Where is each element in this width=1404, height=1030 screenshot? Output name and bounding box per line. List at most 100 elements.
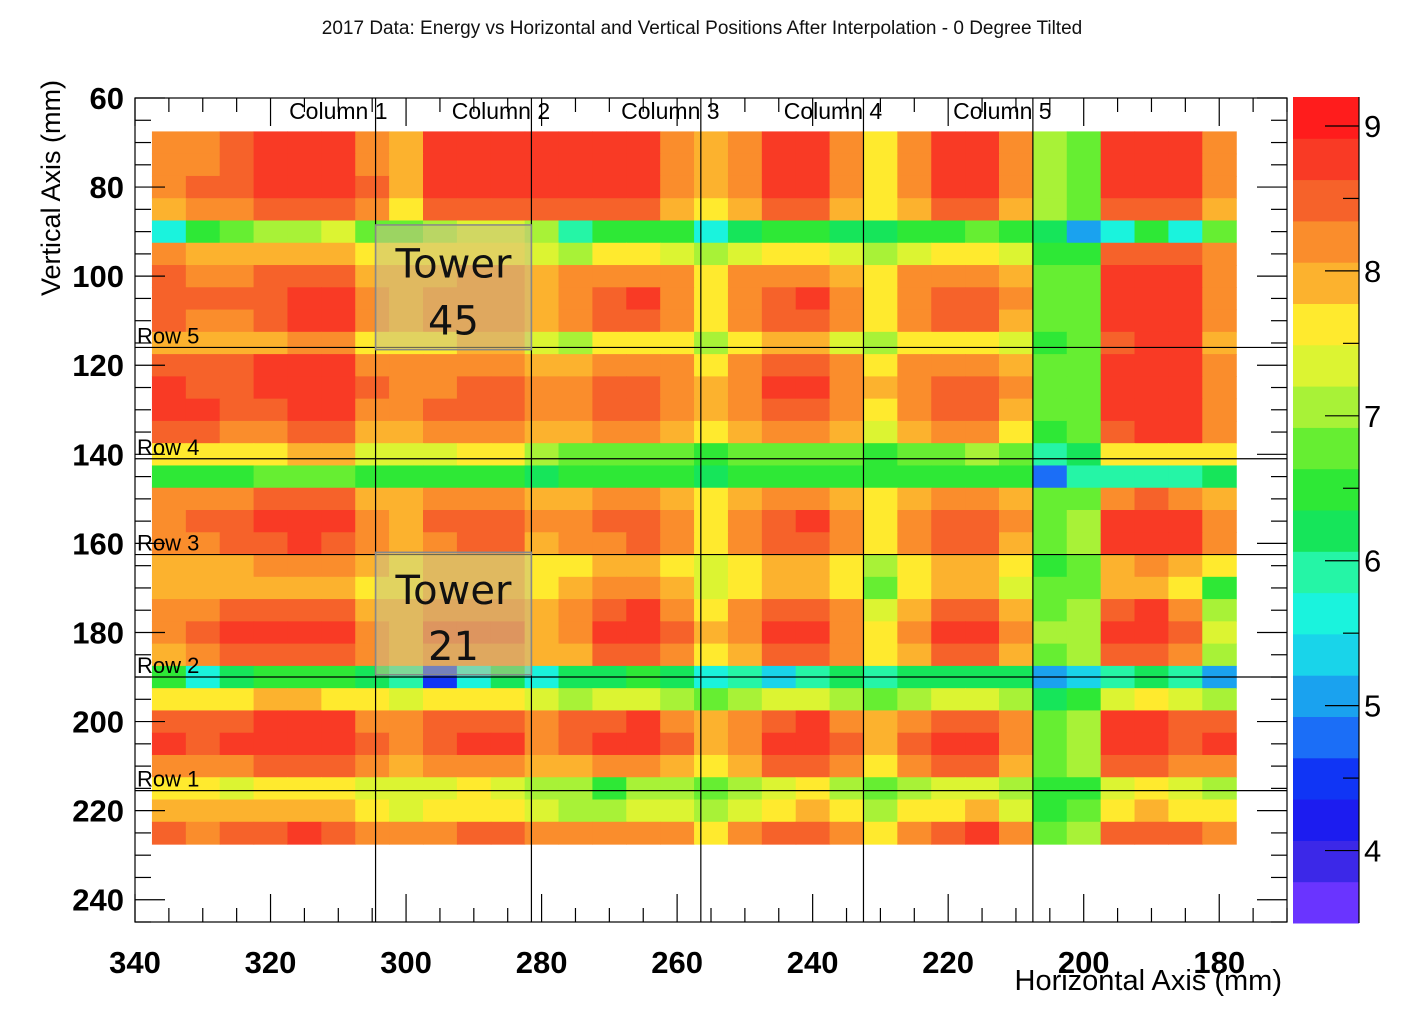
heatmap-cell [660, 465, 695, 489]
heatmap-cell [1134, 599, 1170, 622]
heatmap-cell [829, 732, 865, 756]
x-tick-label: 200 [1058, 945, 1110, 980]
heatmap-cell [1168, 688, 1203, 712]
heatmap-cell [219, 732, 255, 756]
heatmap-cell [795, 220, 831, 244]
heatmap-cell [829, 398, 865, 422]
heatmap-cell [287, 331, 322, 355]
heatmap-cell [151, 510, 187, 533]
heatmap-cell [761, 799, 797, 823]
heatmap-cell [727, 242, 763, 266]
heatmap-cell [694, 732, 729, 756]
heatmap-cell [1066, 754, 1102, 778]
heatmap-cell [253, 198, 289, 222]
heatmap-cell [795, 821, 831, 845]
heatmap-cell [219, 688, 255, 712]
heatmap-cell [999, 420, 1034, 444]
heatmap-cell [761, 621, 797, 645]
heatmap-cell [185, 688, 221, 712]
heatmap-cell [456, 710, 492, 734]
heatmap-cell [863, 465, 898, 489]
heatmap-cell [897, 777, 932, 801]
heatmap-cell [592, 688, 627, 712]
heatmap-cell [355, 532, 390, 556]
heatmap-cell [456, 153, 492, 177]
heatmap-cell [592, 576, 627, 600]
heatmap-cell [694, 287, 729, 311]
heatmap-cell [185, 487, 221, 511]
heatmap-cell [253, 821, 289, 845]
heatmap-cell [321, 487, 356, 511]
heatmap-cell [151, 398, 187, 422]
x-tick-label: 240 [787, 945, 839, 980]
heatmap-cell [999, 621, 1034, 645]
heatmap-cell [219, 420, 255, 444]
heatmap-cell [863, 532, 898, 556]
heatmap-cell [795, 532, 831, 556]
heatmap-cell [829, 420, 865, 444]
y-axis-label: Vertical Axis (mm) [36, 80, 66, 296]
heatmap-cell [151, 643, 187, 667]
heatmap-cell [1032, 754, 1068, 778]
heatmap-cell [931, 576, 966, 600]
heatmap-cell [795, 131, 831, 155]
heatmap-cell [999, 532, 1034, 556]
heatmap-cell [863, 510, 898, 533]
heatmap-cell [1134, 354, 1170, 377]
heatmap-cell [829, 287, 865, 311]
heatmap-cell [863, 265, 898, 288]
heatmap-cell [355, 376, 390, 400]
heatmap-cell [524, 376, 560, 400]
heatmap-cell [931, 220, 966, 244]
heatmap-cell [626, 265, 661, 288]
heatmap-cell [151, 821, 187, 845]
x-tick-label: 340 [109, 945, 161, 980]
heatmap-cell [389, 443, 424, 467]
heatmap-cell [151, 287, 187, 311]
heatmap-cell [1032, 821, 1068, 845]
heatmap-cell [321, 599, 356, 622]
heatmap-cell [965, 265, 1000, 288]
heatmap-cell [1100, 398, 1136, 422]
heatmap-cell [1168, 131, 1203, 155]
heatmap-cell [389, 710, 424, 734]
heatmap-cell [1202, 510, 1237, 533]
heatmap-cell [931, 398, 966, 422]
heatmap-cell [727, 153, 763, 177]
x-tick-label: 280 [516, 945, 568, 980]
heatmap-cell [321, 376, 356, 400]
heatmap-cell [490, 777, 526, 801]
heatmap-cell [1066, 554, 1102, 578]
heatmap-cell [1168, 376, 1203, 400]
heatmap-cell [1168, 153, 1203, 177]
heatmap-cell [761, 754, 797, 778]
heatmap-cell [423, 487, 458, 511]
heatmap-cell [1066, 465, 1102, 489]
heatmap-cell [1202, 331, 1237, 355]
heatmap-cell [219, 532, 255, 556]
heatmap-cell [1134, 131, 1170, 155]
heatmap-cell [1100, 754, 1136, 778]
heatmap-cell [829, 376, 865, 400]
heatmap-cell [999, 220, 1034, 244]
heatmap-cell [185, 599, 221, 622]
heatmap-cell [185, 821, 221, 845]
heatmap-cell [1066, 331, 1102, 355]
heatmap-cell [999, 554, 1034, 578]
heatmap-cell [185, 510, 221, 533]
heatmap-cell [592, 242, 627, 266]
heatmap-cell [253, 153, 289, 177]
heatmap-cell [1202, 153, 1237, 177]
colorbar-swatch [1293, 138, 1359, 181]
heatmap-cell [1100, 175, 1136, 199]
heatmap-cell [1202, 420, 1237, 444]
heatmap-cell [321, 465, 356, 489]
heatmap-cell [321, 242, 356, 266]
heatmap-cell [761, 242, 797, 266]
heatmap-cell [1134, 265, 1170, 288]
heatmap-cell [1066, 621, 1102, 645]
heatmap-cell [456, 777, 492, 801]
heatmap-cell [1202, 821, 1237, 845]
heatmap-cell [321, 777, 356, 801]
heatmap-cell [829, 198, 865, 222]
